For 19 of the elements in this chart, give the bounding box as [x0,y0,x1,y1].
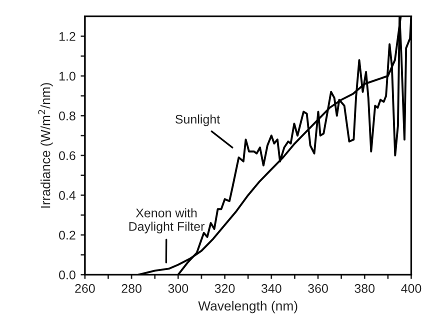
y-axis-title: Irradiance (W/m$^{2}$/nm) [38,83,53,208]
x-axis-title: Wavelength (nm) [198,300,298,314]
y-tick-label: 0.6 [59,151,76,160]
x-tick-label: 360 [308,284,328,293]
y-tick-label: 1.2 [59,32,76,41]
annotation: Xenon with Daylight Filter [129,208,205,234]
x-tick-label: 300 [168,284,188,293]
y-tick-label: 0.4 [59,190,76,200]
x-tick-label: 380 [354,284,375,293]
x-tick-label: 400 [401,284,422,293]
x-tick-label: 320 [214,284,235,293]
annotation: Sunlight [175,114,220,126]
y-tick-label: 1.0 [59,72,76,81]
x-tick-label: 340 [261,284,282,293]
y-tick-label: 0.2 [59,230,76,240]
y-tick-label: 0.8 [59,112,76,120]
x-tick-label: 280 [122,284,142,293]
x-tick-label: 260 [75,284,95,293]
y-tick-label: 0.0 [59,270,76,280]
